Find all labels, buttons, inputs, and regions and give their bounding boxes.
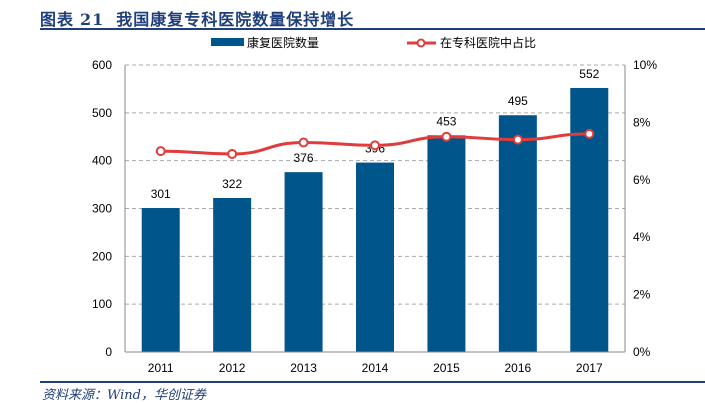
x-tick-label: 2011: [148, 361, 174, 375]
bar-value-label: 301: [151, 187, 171, 201]
footer-rule: [40, 381, 705, 383]
bar: [498, 115, 537, 352]
x-tick-label: 2013: [290, 361, 317, 375]
bar: [356, 162, 394, 352]
bar-value-label: 552: [579, 67, 599, 81]
x-tick-label: 2016: [505, 361, 532, 375]
right-tick-label: 4%: [633, 230, 651, 244]
header-rule: [40, 28, 705, 30]
bar: [141, 208, 180, 352]
left-tick-label: 0: [105, 345, 112, 359]
left-tick-label: 100: [92, 297, 112, 311]
bar-value-label: 322: [222, 177, 242, 191]
share-point: [512, 134, 523, 145]
source-note: 资料来源：Wind，华创证券: [42, 388, 206, 403]
x-tick-label: 2017: [576, 361, 603, 375]
share-point: [584, 128, 595, 139]
x-tick-label: 2012: [219, 361, 246, 375]
bar-value-label: 453: [436, 114, 456, 128]
x-tick-label: 2015: [433, 361, 460, 375]
share-point: [298, 137, 309, 148]
bar: [570, 87, 609, 353]
right-tick-label: 8%: [633, 115, 651, 129]
x-tick-label: 2014: [362, 361, 389, 375]
right-tick-label: 10%: [633, 58, 657, 72]
figure-title: 图表 21 我国康复专科医院数量保持增长: [40, 6, 354, 30]
left-tick-label: 300: [92, 202, 112, 216]
legend-line-label: 在专科医院中占比: [440, 35, 536, 50]
right-tick-label: 6%: [633, 173, 651, 187]
left-tick-label: 600: [92, 58, 112, 72]
share-point: [227, 148, 238, 159]
left-tick-label: 500: [92, 106, 112, 120]
bar-value-label: 376: [294, 151, 314, 165]
bar-value-label: 495: [508, 94, 528, 108]
bar: [427, 135, 466, 352]
share-point: [370, 140, 380, 151]
right-tick-label: 0%: [633, 345, 651, 359]
figure-number: 21: [80, 10, 105, 29]
bar: [284, 172, 323, 352]
left-tick-label: 200: [92, 249, 112, 263]
legend-line-marker: [416, 38, 426, 48]
legend: 康复医院数量 在专科医院中占比: [211, 35, 536, 50]
legend-bar-label: 康复医院数量: [247, 35, 319, 50]
figure-label: 图表: [40, 10, 75, 29]
legend-bar-swatch: [211, 38, 244, 46]
share-point: [155, 146, 166, 157]
left-tick-label: 400: [92, 154, 112, 168]
bar: [213, 197, 252, 352]
right-tick-label: 2%: [633, 288, 651, 302]
share-point: [441, 131, 452, 142]
title-text: 我国康复专科医院数量保持增长: [116, 10, 355, 29]
